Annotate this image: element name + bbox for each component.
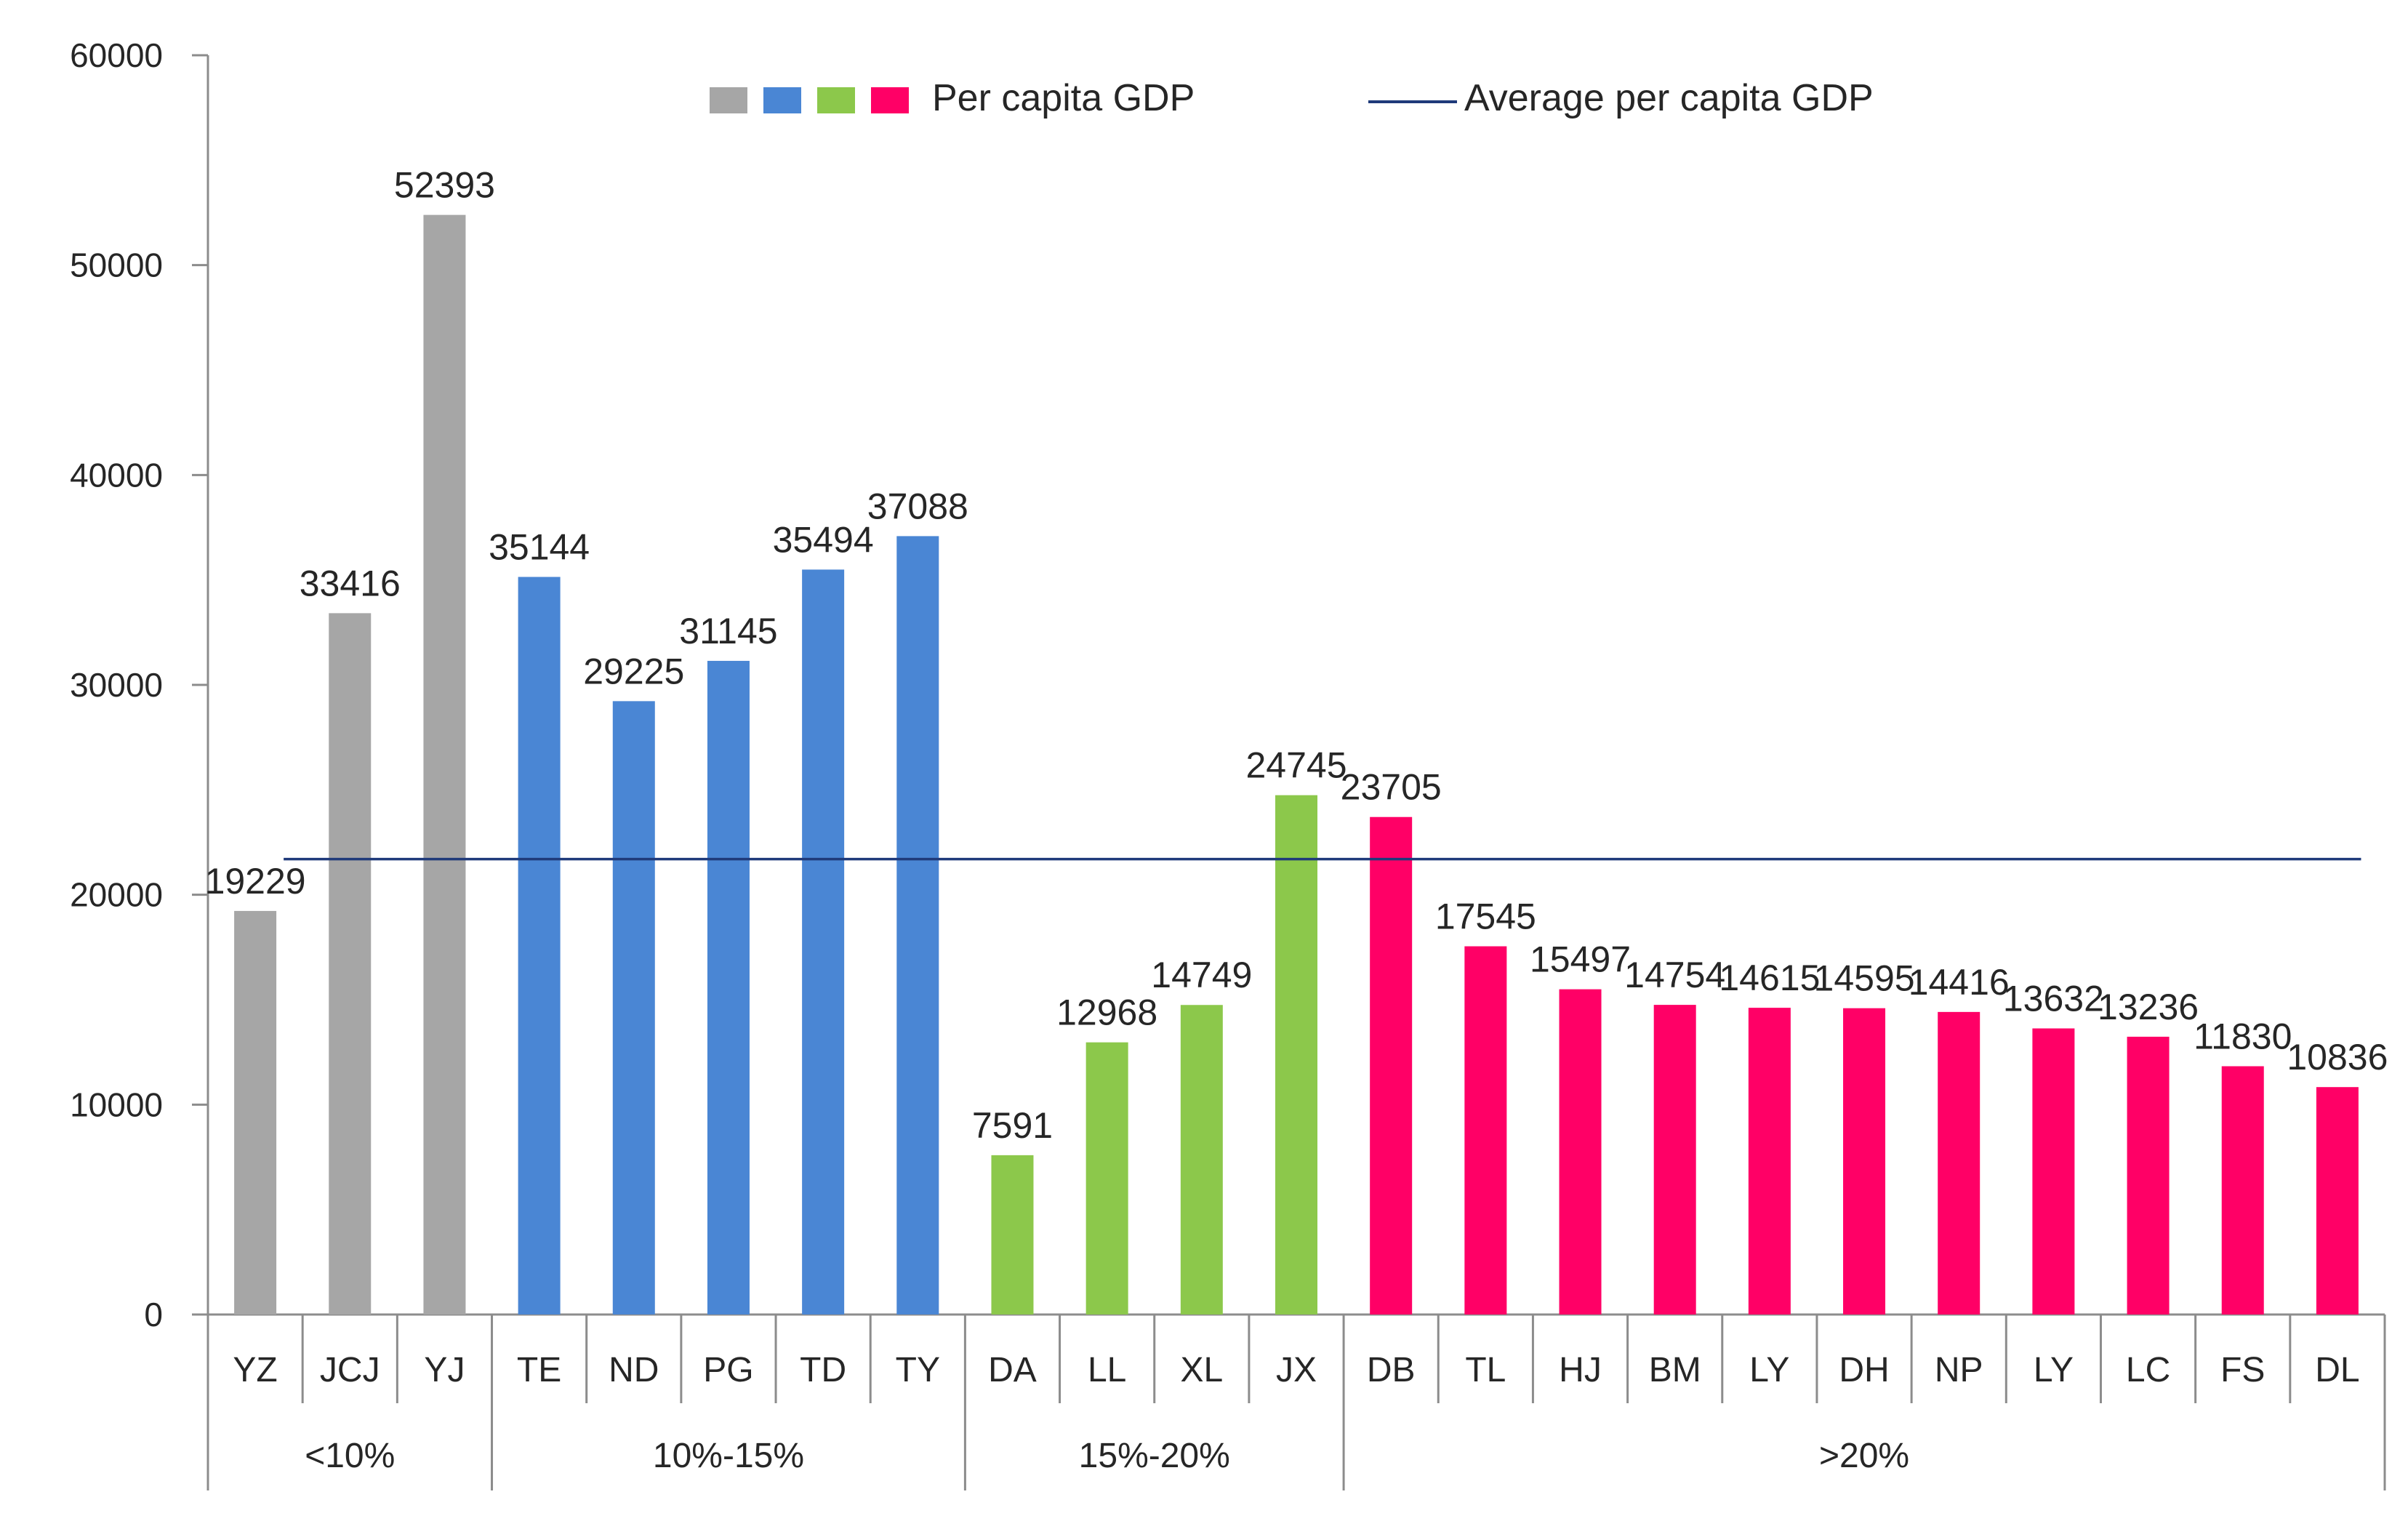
- x-category-label: TY: [896, 1351, 940, 1389]
- x-category-label: BM: [1649, 1351, 1701, 1389]
- bar-nd: [612, 701, 655, 1315]
- bars: [234, 214, 2359, 1315]
- data-label: 52393: [394, 165, 495, 206]
- data-label: 31145: [679, 611, 777, 651]
- y-tick-label: 0: [144, 1296, 163, 1333]
- data-label: 13632: [2003, 978, 2104, 1019]
- y-tick-label: 60000: [70, 36, 163, 74]
- x-category-label: YJ: [424, 1351, 465, 1389]
- bar-tl: [1464, 946, 1507, 1315]
- bar-yz: [234, 910, 277, 1315]
- x-category-label: DB: [1367, 1351, 1416, 1389]
- legend-line-label: Average per capita GDP: [1464, 77, 1874, 119]
- data-label: 19229: [205, 861, 306, 902]
- y-tick-label: 20000: [70, 876, 163, 914]
- data-label: 12968: [1056, 992, 1157, 1033]
- data-label: 10836: [2287, 1037, 2388, 1077]
- legend-swatch: [871, 87, 909, 113]
- data-label: 7591: [972, 1105, 1053, 1146]
- y-tick-label: 30000: [70, 666, 163, 704]
- data-label: 14754: [1624, 955, 1725, 995]
- legend-swatch: [763, 87, 801, 113]
- x-category-label: FS: [2220, 1351, 2265, 1389]
- data-label: 23705: [1341, 767, 1442, 808]
- data-label: 37088: [867, 486, 968, 526]
- bar-xl: [1180, 1005, 1223, 1315]
- x-category-label: LY: [2034, 1351, 2074, 1389]
- x-category-label: HJ: [1559, 1351, 1602, 1389]
- bar-ty: [896, 536, 939, 1315]
- x-category-label: PG: [703, 1351, 753, 1389]
- bar-dl: [2316, 1087, 2359, 1315]
- x-category-label: DA: [988, 1351, 1037, 1389]
- legend: Per capita GDP Average per capita GDP: [710, 77, 1874, 119]
- x-category-label: LC: [2126, 1351, 2170, 1389]
- bar-jx: [1275, 795, 1317, 1315]
- data-label: 14615: [1719, 958, 1820, 998]
- x-category-label: TE: [517, 1351, 561, 1389]
- x-group-label: 10%-15%: [653, 1437, 804, 1475]
- x-category-label: ND: [609, 1351, 659, 1389]
- data-label: 13236: [2098, 987, 2199, 1027]
- bar-ly: [1748, 1008, 1791, 1315]
- bar-ly: [2032, 1028, 2075, 1315]
- x-category-label: JX: [1276, 1351, 1317, 1389]
- bar-lc: [2127, 1036, 2170, 1315]
- legend-swatch: [710, 87, 747, 113]
- legend-swatch: [817, 87, 855, 113]
- x-category-label: LL: [1088, 1351, 1126, 1389]
- x-category-label: YZ: [233, 1351, 277, 1389]
- x-category-label: TL: [1465, 1351, 1506, 1389]
- data-label: 14595: [1814, 958, 1915, 999]
- y-tick-label: 40000: [70, 456, 163, 494]
- axes: 0 10000 20000 30000 40000 50000 60000 YZ JCJ YJ TE…: [70, 36, 2386, 1490]
- data-label: 11830: [2194, 1016, 2292, 1057]
- x-category-label: NP: [1935, 1351, 1983, 1389]
- x-group-label: <10%: [305, 1437, 395, 1475]
- bar-bm: [1653, 1005, 1696, 1315]
- bar-pg: [707, 660, 750, 1315]
- bar-np: [1938, 1011, 1980, 1315]
- bar-dh: [1843, 1008, 1886, 1315]
- bar-te: [518, 577, 561, 1315]
- bar-hj: [1559, 989, 1602, 1315]
- bar-db: [1370, 816, 1413, 1315]
- x-group-label: 15%-20%: [1079, 1437, 1230, 1475]
- data-label: 35144: [489, 527, 590, 568]
- bar-ll: [1085, 1042, 1128, 1315]
- bar-da: [991, 1155, 1034, 1315]
- y-tick-label: 10000: [70, 1085, 163, 1123]
- data-label: 14749: [1151, 955, 1252, 995]
- data-label: 35494: [773, 519, 874, 560]
- data-label: 33416: [300, 563, 401, 603]
- x-category-label: DL: [2315, 1351, 2359, 1389]
- bar-yj: [423, 214, 466, 1315]
- x-category-label: DH: [1839, 1351, 1889, 1389]
- data-label: 15497: [1530, 939, 1631, 980]
- x-category-label: LY: [1749, 1351, 1789, 1389]
- x-category-label: JCJ: [320, 1351, 380, 1389]
- bar-fs: [2221, 1066, 2264, 1315]
- bar-jcj: [329, 613, 372, 1315]
- legend-bars-label: Per capita GDP: [932, 77, 1195, 119]
- data-label: 24745: [1245, 745, 1347, 786]
- x-category-label: XL: [1180, 1351, 1223, 1389]
- data-label: 29225: [583, 651, 684, 691]
- data-label: 17545: [1435, 896, 1536, 937]
- bar-td: [802, 569, 845, 1315]
- x-category-label: TD: [800, 1351, 846, 1389]
- y-tick-label: 50000: [70, 246, 163, 284]
- x-group-label: >20%: [1819, 1437, 1909, 1475]
- data-label: 14416: [1909, 962, 2010, 1003]
